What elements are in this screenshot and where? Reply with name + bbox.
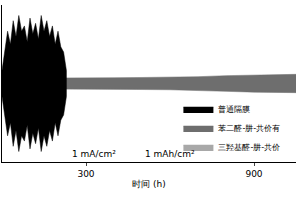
svg-text:300: 300 <box>77 169 94 179</box>
svg-text:普通隔膜: 普通隔膜 <box>218 105 250 114</box>
svg-text:1 mAh/cm²: 1 mAh/cm² <box>145 149 195 159</box>
svg-text:900: 900 <box>245 169 262 179</box>
svg-text:苯二醛-肼-共价有: 苯二醛-肼-共价有 <box>218 124 280 133</box>
svg-text:1 mA/cm²: 1 mA/cm² <box>72 149 116 159</box>
svg-text:时间 (h): 时间 (h) <box>132 179 166 189</box>
svg-text:三羟基醛-肼-共价: 三羟基醛-肼-共价 <box>218 143 280 152</box>
